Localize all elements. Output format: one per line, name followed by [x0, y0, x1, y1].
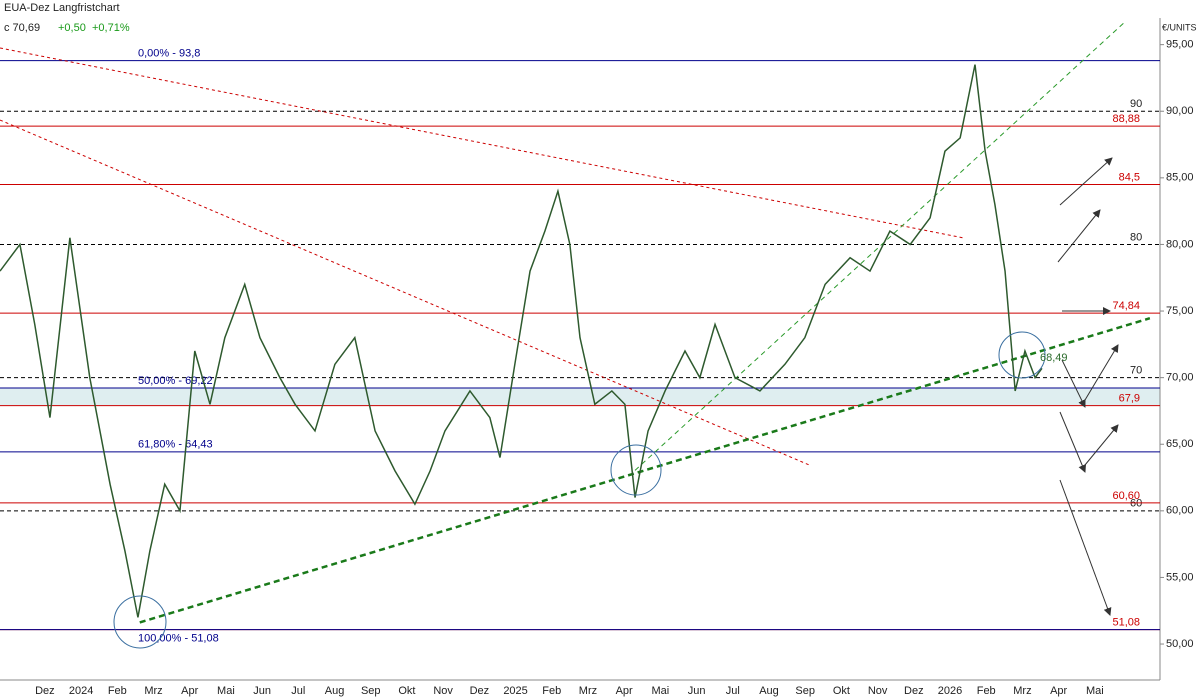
fib-level-label: 61,80% - 64,43	[138, 439, 213, 451]
x-tick-label: Feb	[542, 685, 561, 697]
y-tick-label: 55,00	[1166, 571, 1194, 583]
x-tick-label: Jul	[291, 685, 305, 697]
y-unit: €/UNITS	[1162, 22, 1197, 32]
fib-level-label: 50,00% - 69,22	[138, 375, 213, 387]
resistance-level-label: 60,60	[1112, 490, 1140, 502]
change: +0,50	[58, 22, 86, 34]
trendline	[0, 47, 965, 239]
arrow	[1084, 344, 1119, 401]
fib-level-label: 100,00% - 51,08	[138, 633, 219, 645]
circle	[998, 331, 1046, 379]
arrow	[1057, 209, 1101, 263]
annotation: 68,49	[1040, 352, 1068, 364]
resistance-level-label: 84,5	[1119, 171, 1140, 183]
round-level-label: 80	[1130, 231, 1142, 243]
fib-level-label: 0,00% - 93,8	[138, 48, 200, 60]
x-tick-label: Nov	[868, 685, 888, 697]
x-tick-label: Mrz	[579, 685, 597, 697]
resistance-level-label: 88,88	[1112, 113, 1140, 125]
arrow	[1059, 411, 1086, 473]
x-tick-label: Sep	[361, 685, 381, 697]
x-tick-label: Jun	[253, 685, 271, 697]
y-tick-label: 95,00	[1166, 39, 1194, 51]
round-level-label: 60	[1130, 498, 1142, 510]
x-tick-label: Feb	[977, 685, 996, 697]
round-level-label: 90	[1130, 98, 1142, 110]
x-tick-label: Apr	[616, 685, 633, 697]
x-tick-label: Sep	[795, 685, 815, 697]
x-tick-label: Mai	[652, 685, 670, 697]
arrows	[1057, 157, 1119, 616]
y-tick-label: 60,00	[1166, 505, 1194, 517]
x-tick-label: Okt	[833, 685, 850, 697]
y-tick-label: 50,00	[1166, 638, 1194, 650]
arrow	[1061, 359, 1086, 408]
y-tick-label: 65,00	[1166, 438, 1194, 450]
close-price: c 70,69	[4, 22, 40, 34]
x-tick-label: Jul	[726, 685, 740, 697]
x-tick-label: Apr	[181, 685, 198, 697]
chart-title: EUA-Dez Langfristchart	[4, 2, 120, 14]
arrow	[1084, 424, 1119, 466]
x-tick-label: Jun	[688, 685, 706, 697]
y-tick-label: 75,00	[1166, 305, 1194, 317]
trendline	[139, 317, 1151, 624]
x-tick-label: Mrz	[144, 685, 162, 697]
resistance-level-label: 67,9	[1119, 393, 1140, 405]
decorations	[113, 331, 1046, 649]
circle	[610, 444, 662, 496]
price-line	[0, 64, 1043, 618]
y-tick-label: 70,00	[1166, 372, 1194, 384]
zone	[0, 388, 1160, 406]
resistance-level-label: 74,84	[1112, 300, 1140, 312]
x-tick-label: Mai	[1086, 685, 1104, 697]
y-tick-label: 90,00	[1166, 105, 1194, 117]
trendline	[634, 21, 1126, 471]
y-tick-label: 85,00	[1166, 172, 1194, 184]
trendline	[0, 119, 811, 466]
x-tick-label: Apr	[1050, 685, 1067, 697]
x-tick-label: Dez	[35, 685, 55, 697]
y-tick-label: 80,00	[1166, 238, 1194, 250]
x-tick-label: Feb	[108, 685, 127, 697]
x-tick-label: Aug	[325, 685, 345, 697]
round-level-label: 70	[1130, 365, 1142, 377]
x-tick-label: Mrz	[1013, 685, 1031, 697]
change-pct: +0,71%	[92, 22, 130, 34]
x-tick-label: Dez	[904, 685, 924, 697]
x-tick-label: Dez	[470, 685, 490, 697]
x-tick-label: 2025	[503, 685, 527, 697]
arrow	[1059, 157, 1113, 206]
x-tick-label: Aug	[759, 685, 779, 697]
circle	[113, 595, 167, 649]
x-tick-label: 2024	[69, 685, 93, 697]
x-tick-label: 2026	[938, 685, 962, 697]
x-tick-label: Nov	[433, 685, 453, 697]
resistance-level-label: 51,08	[1112, 617, 1140, 629]
plot: 50,00 55,00 60,00 65,00 70,00 75,00 80,00 85,00…	[0, 18, 1194, 697]
x-tick-label: Okt	[398, 685, 415, 697]
arrow	[1059, 479, 1112, 616]
x-tick-label: Mai	[217, 685, 235, 697]
